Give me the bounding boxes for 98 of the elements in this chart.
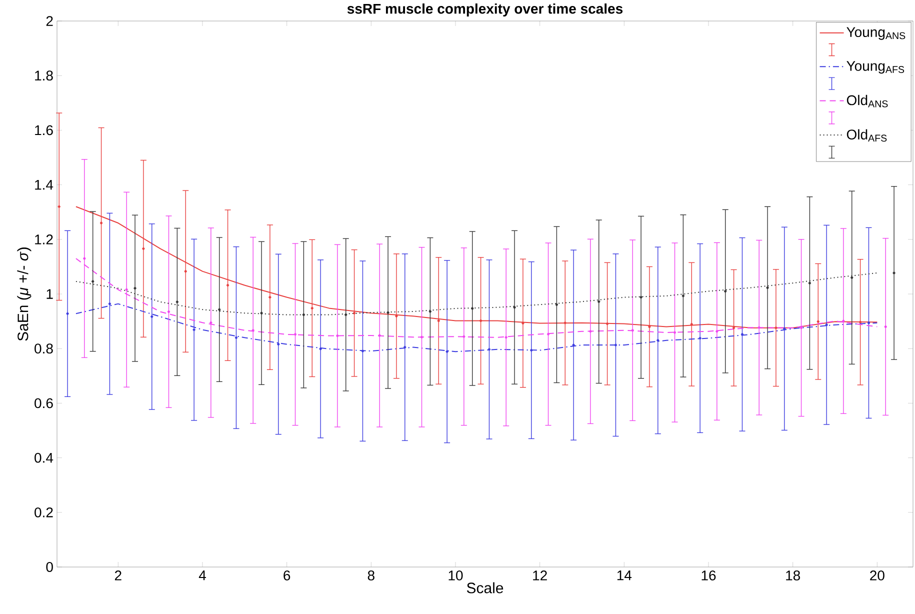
point: [395, 314, 398, 318]
point: [234, 336, 238, 339]
point: [446, 350, 448, 353]
point: [631, 329, 634, 332]
point: [690, 323, 693, 326]
point: [428, 310, 432, 313]
y-tick-label: 1: [46, 289, 53, 299]
point: [555, 303, 558, 306]
point: [740, 333, 744, 336]
point: [850, 276, 854, 279]
point: [867, 322, 870, 324]
point: [310, 306, 314, 310]
point: [218, 308, 221, 311]
point: [716, 330, 718, 333]
point: [656, 339, 660, 342]
x-tick-label: 12: [533, 570, 547, 580]
point: [167, 310, 170, 314]
point: [546, 332, 550, 336]
point: [808, 282, 811, 284]
y-tick-label: 1.8: [35, 70, 53, 81]
point: [758, 326, 760, 329]
y-tick-label: 2: [46, 16, 53, 26]
x-tick-label: 18: [786, 570, 800, 580]
point: [176, 300, 178, 304]
point: [260, 312, 263, 314]
point: [226, 284, 230, 287]
point: [522, 322, 524, 325]
y-tick-label: 0.4: [34, 452, 54, 463]
point: [192, 328, 196, 332]
point: [892, 272, 896, 274]
point: [336, 334, 339, 338]
legend-label: Young$_{ANS}$: [846, 27, 906, 40]
point: [732, 326, 736, 330]
point: [682, 294, 684, 298]
point: [302, 313, 305, 316]
point: [766, 286, 769, 290]
point: [252, 329, 254, 332]
point: [125, 288, 128, 291]
point: [800, 326, 803, 330]
x-tick-label: 14: [617, 570, 632, 580]
point: [92, 280, 94, 283]
point: [184, 270, 187, 273]
x-tick-label: 6: [284, 570, 290, 580]
point: [673, 331, 676, 334]
point: [361, 350, 364, 352]
point: [294, 333, 297, 336]
legend-label: Old$_{AFS}$: [846, 129, 887, 142]
point: [774, 326, 778, 330]
point: [404, 346, 406, 349]
point: [504, 336, 508, 339]
point: [277, 342, 280, 346]
point: [210, 321, 212, 324]
point: [816, 320, 820, 323]
point: [598, 300, 600, 303]
y-tick-label: 1.4: [35, 180, 54, 190]
point: [319, 348, 322, 350]
x-axis-title: Scale: [466, 582, 504, 594]
x-tick-label: 16: [702, 570, 716, 580]
point: [344, 313, 348, 316]
point: [134, 286, 136, 290]
point: [572, 344, 575, 346]
y-tick-label: 0: [46, 562, 53, 572]
point: [462, 335, 466, 338]
point: [698, 336, 702, 340]
x-tick-label: 2: [114, 570, 122, 580]
point: [100, 222, 103, 224]
legend-label: Young$_{AFS}$: [846, 61, 904, 74]
x-tick-label: 10: [448, 570, 463, 580]
legend-label: Old$_{ANS}$: [846, 94, 888, 108]
x-tick-label: 4: [198, 570, 206, 580]
y-tick-label: 1.2: [35, 234, 53, 244]
point: [842, 320, 845, 322]
point: [108, 302, 112, 306]
point: [386, 311, 390, 314]
x-tick-label: 8: [368, 570, 374, 580]
point: [437, 319, 440, 322]
y-tick-label: 0.8: [34, 344, 53, 354]
point: [884, 325, 887, 328]
point: [589, 330, 592, 333]
point: [150, 315, 154, 318]
point: [378, 334, 381, 337]
x-tick-label: 20: [870, 570, 884, 580]
point: [783, 327, 786, 330]
point: [83, 257, 86, 260]
chart-title: ssRF muscle complexity over time scales: [347, 3, 623, 16]
y-tick-label: 0.6: [34, 398, 53, 408]
y-tick-label: 1.6: [35, 125, 53, 136]
point: [640, 296, 642, 299]
y-tick-label: 0.2: [34, 507, 53, 518]
point: [268, 296, 272, 299]
point: [513, 306, 516, 309]
point: [58, 205, 60, 208]
point: [825, 324, 828, 326]
point: [66, 312, 69, 315]
point: [488, 348, 491, 351]
point: [352, 312, 356, 314]
point: [142, 247, 145, 250]
point: [724, 290, 727, 293]
